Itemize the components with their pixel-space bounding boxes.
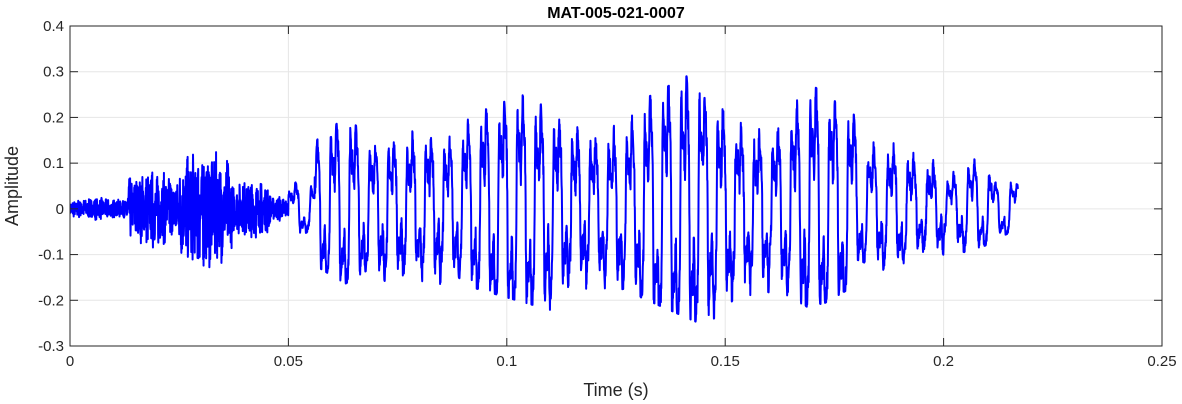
y-tick-label: -0.1 — [38, 247, 64, 264]
y-tick-label: 0.1 — [43, 155, 64, 172]
x-axis-label: Time (s) — [583, 380, 648, 400]
y-tick-label: 0.4 — [43, 18, 64, 35]
x-tick-label: 0.2 — [933, 353, 954, 370]
x-tick-label: 0.05 — [274, 353, 303, 370]
x-tick-label: 0.15 — [711, 353, 740, 370]
y-tick-label: -0.2 — [38, 292, 64, 309]
x-tick-label: 0.25 — [1147, 353, 1176, 370]
ticks: 0 0.05 0.1 0.15 0.2 0.25 -0.3 -0.2 -0.1 0 0.1 0.2 0.… — [38, 18, 1176, 370]
y-tick-label: 0.2 — [43, 109, 64, 126]
plot-frame — [69, 25, 1163, 347]
y-tick-label: 0 — [56, 201, 64, 218]
series-layer — [70, 75, 1019, 323]
x-tick-label: 0.1 — [496, 353, 517, 370]
x-tick-label: 0 — [66, 353, 74, 370]
waveform-line — [70, 75, 1019, 323]
y-axis-label: Amplitude — [2, 146, 22, 226]
y-tick-label: 0.3 — [43, 64, 64, 81]
y-tick-label: -0.3 — [38, 338, 64, 355]
chart-title: MAT-005-021-0007 — [547, 5, 685, 22]
